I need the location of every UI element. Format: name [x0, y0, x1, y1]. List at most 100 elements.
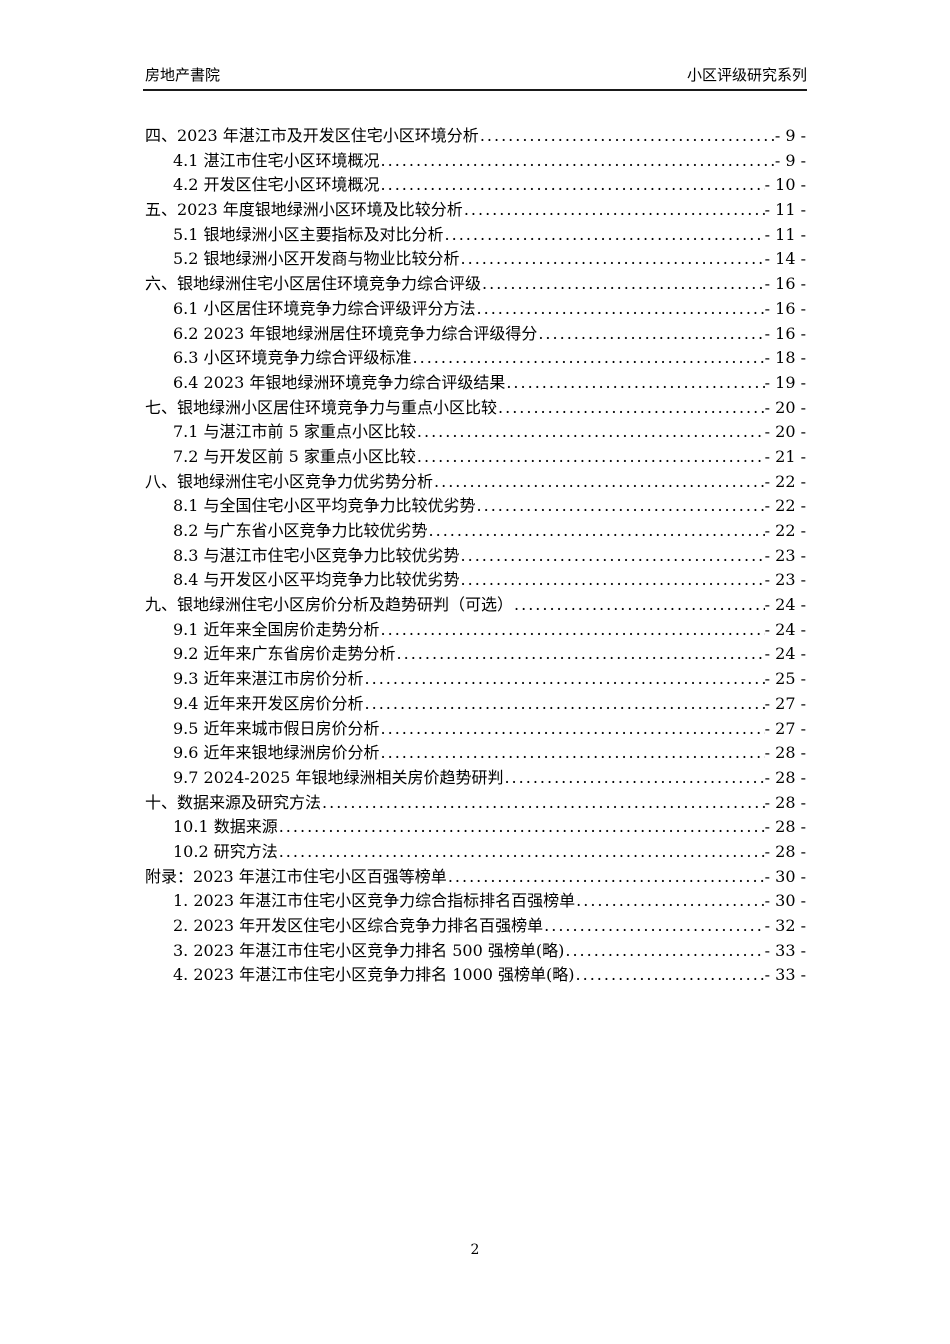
- toc-entry-page: - 22 -: [764, 471, 806, 491]
- toc-entry: 十、数据来源及研究方法 ............................…: [145, 791, 806, 816]
- toc-entry-page: - 16 -: [764, 298, 806, 318]
- toc-entry: 3. 2023 年湛江市住宅小区竞争力排名 500 强榜单(略) .......…: [145, 939, 806, 964]
- toc-entry-title: 九、银地绿洲住宅小区房价分析及趋势研判（可选）: [145, 595, 514, 615]
- toc-entry-page: - 16 -: [764, 323, 806, 343]
- toc-entry-page: - 9 -: [774, 150, 806, 170]
- toc-leader-dots: ........................................…: [380, 150, 775, 170]
- toc-leader-dots: ........................................…: [380, 175, 765, 195]
- toc-entry: 10.1 数据来源 ..............................…: [145, 815, 806, 840]
- header-left-text: 房地产書院: [145, 66, 221, 84]
- toc-entry-title: 十、数据来源及研究方法: [145, 792, 322, 812]
- toc-entry-page: - 23 -: [764, 545, 806, 565]
- toc-entry: 9.2 近年来广东省房价走势分析 .......................…: [145, 642, 806, 667]
- toc-entry: 4. 2023 年湛江市住宅小区竞争力排名 1000 强榜单(略) ......…: [145, 963, 806, 988]
- toc-leader-dots: ........................................…: [538, 323, 765, 343]
- header-rule: [143, 89, 807, 91]
- toc-entry-page: - 33 -: [764, 965, 806, 985]
- toc-leader-dots: ........................................…: [278, 841, 765, 861]
- toc-leader-dots: ........................................…: [396, 644, 765, 664]
- header-right-text: 小区评级研究系列: [686, 66, 807, 84]
- toc-entry: 1. 2023 年湛江市住宅小区竞争力综合指标排名百强榜单 ..........…: [145, 889, 806, 914]
- toc-entry-title: 9.7 2024-2025 年银地绿洲相关房价趋势研判: [173, 767, 504, 787]
- toc-entry-page: - 11 -: [764, 200, 806, 220]
- toc-entry-page: - 30 -: [764, 866, 806, 886]
- toc-leader-dots: ........................................…: [460, 249, 765, 269]
- toc-entry-page: - 25 -: [764, 669, 806, 689]
- toc-entry-title: 9.2 近年来广东省房价走势分析: [173, 644, 396, 664]
- toc-entry-title: 五、2023 年度银地绿洲小区环境及比较分析: [145, 200, 463, 220]
- toc-leader-dots: ........................................…: [380, 619, 765, 639]
- toc-entry-title: 8.3 与湛江市住宅小区竞争力比较优劣势: [173, 545, 460, 565]
- toc-entry: 9.5 近年来城市假日房价分析 ........................…: [145, 717, 806, 742]
- toc-entry-page: - 24 -: [764, 619, 806, 639]
- toc-entry-page: - 28 -: [764, 767, 806, 787]
- toc-list: 四、2023 年湛江市及开发区住宅小区环境分析 ................…: [145, 124, 806, 988]
- toc-entry-title: 附录：2023 年湛江市住宅小区百强等榜单: [145, 866, 447, 886]
- toc-entry-page: - 11 -: [764, 224, 806, 244]
- toc-entry-title: 四、2023 年湛江市及开发区住宅小区环境分析: [145, 126, 479, 145]
- page-header: 房地产書院 小区评级研究系列: [145, 64, 807, 86]
- toc-leader-dots: ........................................…: [514, 595, 765, 615]
- toc-leader-dots: ........................................…: [460, 545, 765, 565]
- toc-entry-page: - 9 -: [774, 126, 806, 145]
- toc-entry-title: 8.2 与广东省小区竞争力比较优劣势: [173, 521, 428, 540]
- toc-entry-title: 5.2 银地绿洲小区开发商与物业比较分析: [173, 249, 460, 269]
- toc-leader-dots: ........................................…: [479, 126, 775, 145]
- toc-entry: 7.1 与湛江市前 5 家重点小区比较 ....................…: [145, 420, 806, 445]
- toc-entry: 6.2 2023 年银地绿洲居住环境竞争力综合评级得分 ............…: [145, 322, 806, 347]
- toc-entry: 九、银地绿洲住宅小区房价分析及趋势研判（可选） ................…: [145, 593, 806, 618]
- toc-entry-page: - 24 -: [764, 595, 806, 615]
- toc-entry-title: 6.3 小区环境竞争力综合评级标准: [173, 348, 412, 368]
- toc-leader-dots: ........................................…: [412, 348, 765, 368]
- toc-entry: 5.1 银地绿洲小区主要指标及对比分析 ....................…: [145, 223, 806, 248]
- toc-entry-title: 六、银地绿洲住宅小区居住环境竞争力综合评级: [145, 274, 482, 294]
- toc-entry-title: 9.4 近年来开发区房价分析: [173, 693, 364, 713]
- toc-entry-page: - 30 -: [764, 891, 806, 911]
- toc-entry-page: - 16 -: [764, 274, 806, 294]
- toc-leader-dots: ........................................…: [565, 940, 764, 960]
- toc-leader-dots: ........................................…: [476, 496, 765, 516]
- toc-entry: 七、银地绿洲小区居住环境竞争力与重点小区比较 .................…: [145, 396, 806, 421]
- toc-entry: 8.2 与广东省小区竞争力比较优劣势 .....................…: [145, 519, 806, 544]
- toc-entry-page: - 22 -: [764, 521, 806, 540]
- toc-entry: 9.4 近年来开发区房价分析 .........................…: [145, 692, 806, 717]
- page-number: 2: [470, 1242, 480, 1258]
- toc-entry: 6.4 2023 年银地绿洲环境竞争力综合评级结果 ..............…: [145, 371, 806, 396]
- toc-entry-page: - 28 -: [764, 817, 806, 837]
- toc-entry-title: 3. 2023 年湛江市住宅小区竞争力排名 500 强榜单(略): [173, 940, 565, 960]
- toc-entry-page: - 28 -: [764, 743, 806, 763]
- toc-entry: 6.1 小区居住环境竞争力综合评级评分方法 ..................…: [145, 297, 806, 322]
- toc-leader-dots: ........................................…: [482, 274, 765, 294]
- toc-entry-title: 八、银地绿洲住宅小区竞争力优劣势分析: [145, 471, 434, 491]
- toc-entry-title: 8.4 与开发区小区平均竞争力比较优劣势: [173, 570, 460, 590]
- toc-entry-page: - 23 -: [764, 570, 806, 590]
- toc-entry-page: - 32 -: [764, 916, 806, 935]
- page-footer: 2: [0, 1240, 950, 1260]
- toc-leader-dots: ........................................…: [364, 669, 765, 689]
- toc-entry-title: 7.2 与开发区前 5 家重点小区比较: [173, 446, 416, 466]
- toc-entry-title: 2. 2023 年开发区住宅小区综合竞争力排名百强榜单: [173, 916, 544, 935]
- toc-entry: 5.2 银地绿洲小区开发商与物业比较分析 ...................…: [145, 247, 806, 272]
- toc-leader-dots: ........................................…: [434, 471, 765, 491]
- toc-entry: 五、2023 年度银地绿洲小区环境及比较分析 .................…: [145, 198, 806, 223]
- toc-entry-page: - 10 -: [764, 175, 806, 195]
- toc-entry-page: - 28 -: [764, 841, 806, 861]
- toc-entry: 2. 2023 年开发区住宅小区综合竞争力排名百强榜单 ............…: [145, 914, 806, 939]
- toc-entry: 附录：2023 年湛江市住宅小区百强等榜单 ..................…: [145, 865, 806, 890]
- toc-entry-page: - 19 -: [764, 372, 806, 392]
- toc-entry: 9.6 近年来银地绿洲房价分析 ........................…: [145, 741, 806, 766]
- toc-entry-title: 七、银地绿洲小区居住环境竞争力与重点小区比较: [145, 397, 498, 417]
- toc-entry: 8.4 与开发区小区平均竞争力比较优劣势 ...................…: [145, 568, 806, 593]
- toc-entry: 4.1 湛江市住宅小区环境概况 ........................…: [145, 149, 806, 174]
- toc-entry: 10.2 研究方法 ..............................…: [145, 840, 806, 865]
- toc-leader-dots: ........................................…: [416, 422, 765, 442]
- toc-entry: 八、银地绿洲住宅小区竞争力优劣势分析 .....................…: [145, 470, 806, 495]
- toc-entry-page: - 14 -: [764, 249, 806, 269]
- toc-entry: 四、2023 年湛江市及开发区住宅小区环境分析 ................…: [145, 124, 806, 149]
- toc-entry-title: 6.2 2023 年银地绿洲居住环境竞争力综合评级得分: [173, 323, 538, 343]
- toc-leader-dots: ........................................…: [364, 693, 765, 713]
- toc-entry-page: - 33 -: [764, 940, 806, 960]
- toc-entry: 8.3 与湛江市住宅小区竞争力比较优劣势 ...................…: [145, 544, 806, 569]
- toc-leader-dots: ........................................…: [463, 200, 765, 220]
